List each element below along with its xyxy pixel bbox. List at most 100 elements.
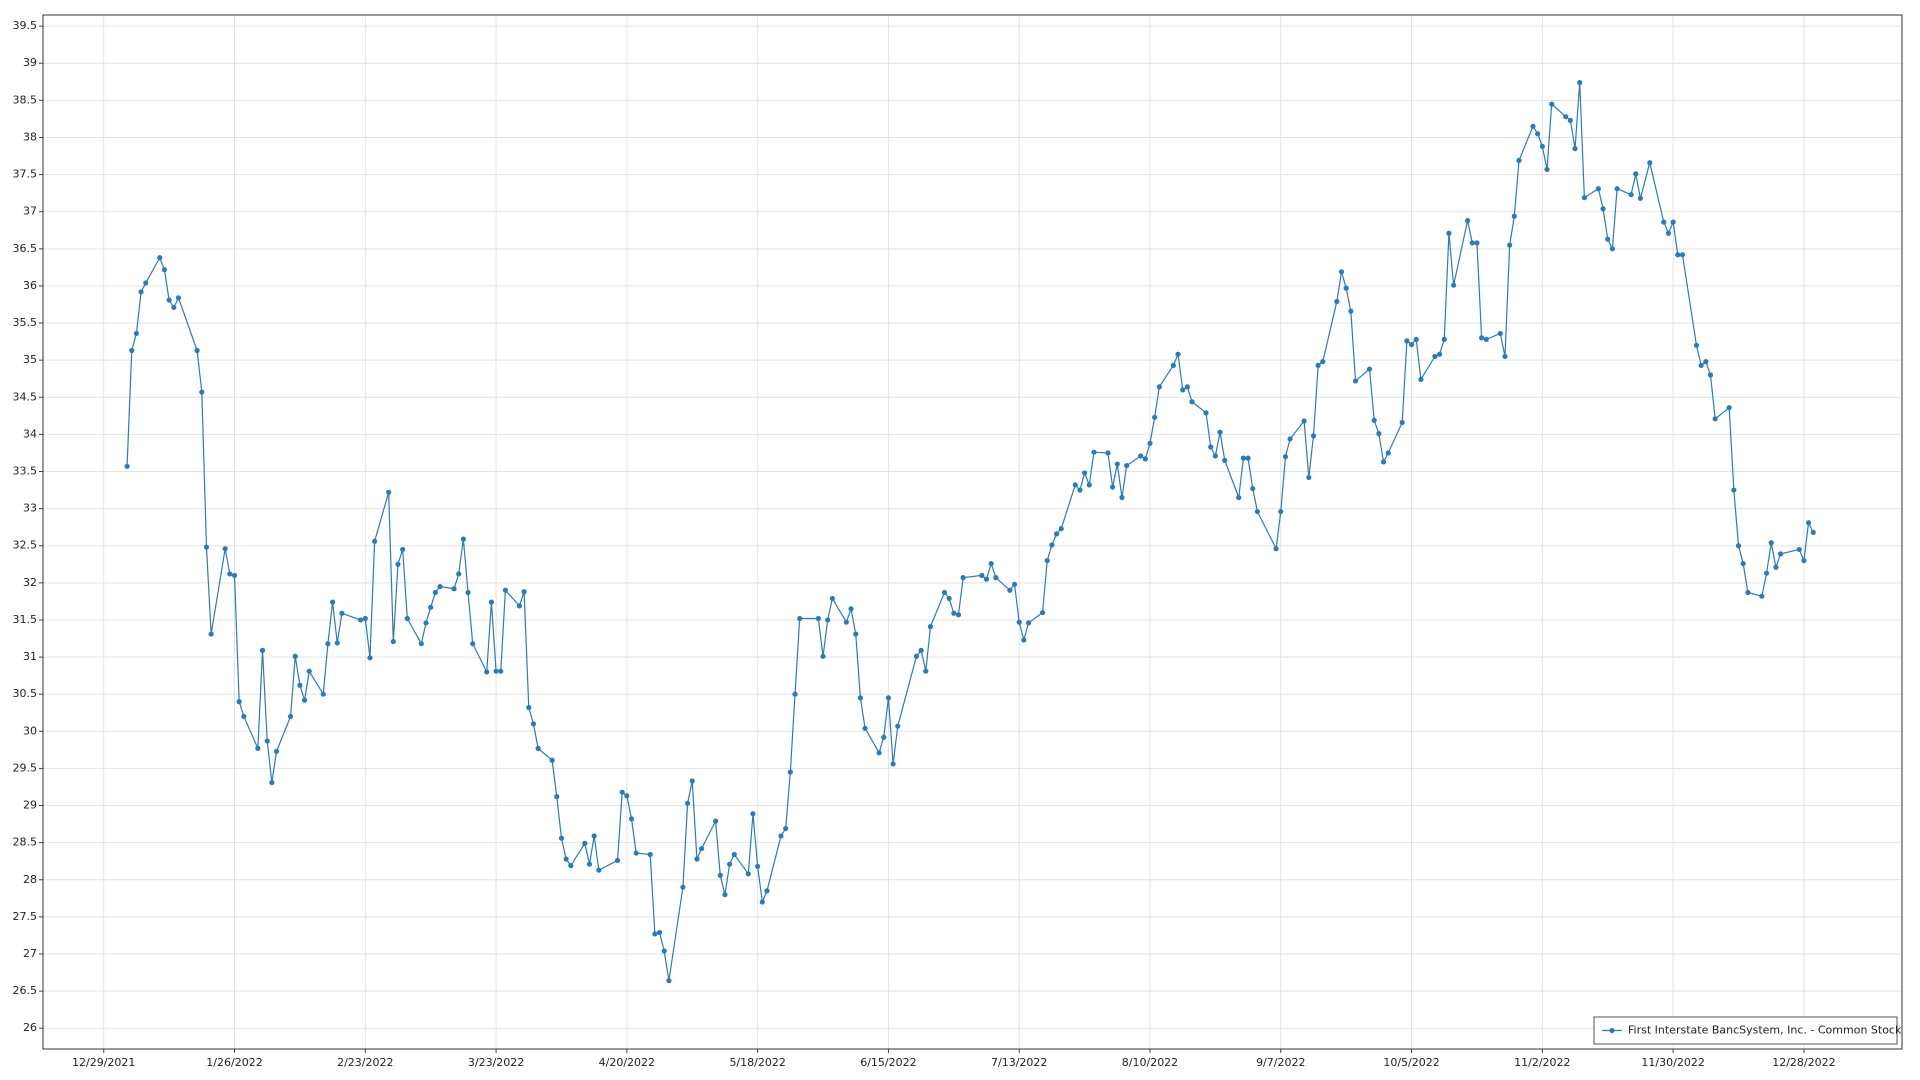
x-tick-label: 11/30/2022 — [1641, 1056, 1704, 1069]
data-point — [1039, 609, 1046, 616]
data-point — [1053, 531, 1060, 537]
data-point — [1142, 456, 1148, 462]
y-tick-label: 26 — [23, 1021, 37, 1034]
data-point — [423, 620, 429, 626]
y-tick-label: 34.5 — [13, 390, 38, 403]
data-point — [1502, 353, 1508, 360]
data-point — [923, 668, 929, 674]
data-point — [1310, 433, 1317, 439]
data-point — [390, 638, 396, 645]
data-point — [1712, 416, 1718, 422]
data-point — [1609, 246, 1616, 252]
data-point — [1254, 508, 1261, 515]
data-point — [848, 606, 854, 612]
data-point — [1735, 543, 1742, 549]
data-point — [339, 610, 345, 616]
data-point — [1726, 405, 1732, 411]
data-point — [1633, 171, 1639, 177]
data-point — [208, 631, 214, 637]
data-point — [1399, 419, 1405, 426]
data-point — [815, 615, 821, 622]
data-point — [386, 489, 392, 495]
data-point — [1413, 336, 1419, 342]
data-point — [1245, 455, 1251, 461]
data-point — [1348, 308, 1354, 314]
y-tick-label: 32.5 — [13, 539, 38, 552]
y-tick-label: 32 — [23, 576, 37, 589]
data-point — [1338, 269, 1345, 275]
data-point — [1152, 414, 1158, 420]
data-point — [661, 948, 667, 954]
data-point — [955, 612, 962, 618]
data-point — [1745, 589, 1751, 596]
data-point — [1805, 520, 1812, 526]
data-point — [1072, 482, 1078, 488]
data-point — [222, 546, 228, 552]
data-point — [876, 750, 882, 756]
data-point — [432, 589, 438, 596]
data-point — [1614, 186, 1620, 192]
data-point — [1441, 336, 1447, 342]
y-tick-label: 31.5 — [13, 613, 38, 626]
data-point — [1563, 114, 1569, 120]
y-tick-label: 33.5 — [13, 465, 38, 478]
data-point — [255, 745, 261, 751]
data-point — [1021, 637, 1027, 643]
x-tick-label: 12/29/2021 — [72, 1056, 135, 1069]
data-point — [1605, 236, 1611, 242]
data-point — [988, 560, 994, 567]
y-tick-label: 36.5 — [13, 242, 38, 255]
data-point — [1647, 160, 1653, 166]
data-point — [895, 723, 901, 729]
data-point — [1236, 494, 1242, 501]
data-point — [334, 640, 340, 646]
data-point — [1675, 252, 1681, 258]
y-tick-label: 37.5 — [13, 168, 38, 181]
data-point — [498, 668, 504, 674]
data-point — [535, 745, 541, 751]
data-point — [993, 575, 999, 581]
data-point — [717, 872, 723, 878]
data-point — [853, 631, 859, 637]
y-tick-label: 30.5 — [13, 687, 38, 700]
y-tick-label: 28 — [23, 873, 37, 886]
data-point — [1665, 230, 1672, 236]
data-point — [1082, 470, 1088, 476]
data-point — [521, 589, 527, 595]
data-point — [1404, 338, 1410, 344]
data-point — [470, 641, 476, 647]
data-point — [582, 840, 588, 846]
y-tick-label: 30 — [23, 724, 37, 737]
data-point — [624, 793, 630, 799]
y-tick-label: 37 — [23, 205, 37, 218]
data-point — [1572, 146, 1578, 152]
y-tick-label: 27.5 — [13, 910, 38, 923]
x-tick-label: 10/5/2022 — [1383, 1056, 1439, 1069]
data-point — [1212, 453, 1218, 459]
legend: First Interstate BancSystem, Inc. - Comm… — [1593, 1016, 1902, 1045]
data-point — [1385, 450, 1391, 456]
plot-frame — [42, 14, 1903, 1050]
data-point — [1535, 131, 1541, 137]
data-point — [133, 330, 140, 337]
data-point — [568, 863, 574, 869]
data-point — [1016, 619, 1022, 625]
data-point — [633, 850, 639, 856]
data-point — [124, 463, 130, 469]
data-point — [750, 811, 756, 817]
data-point — [1600, 206, 1606, 212]
data-point — [745, 871, 751, 877]
y-tick-label: 28.5 — [13, 836, 38, 849]
data-point — [722, 892, 728, 898]
data-point — [890, 761, 896, 767]
data-point — [1768, 540, 1774, 546]
data-point — [1343, 285, 1349, 291]
data-point — [493, 668, 499, 674]
y-tick-label: 35.5 — [13, 316, 38, 329]
series-line — [126, 82, 1814, 981]
data-point — [1077, 487, 1083, 493]
data-point — [269, 779, 275, 786]
y-tick-label: 33 — [23, 502, 37, 515]
data-point — [764, 888, 770, 894]
